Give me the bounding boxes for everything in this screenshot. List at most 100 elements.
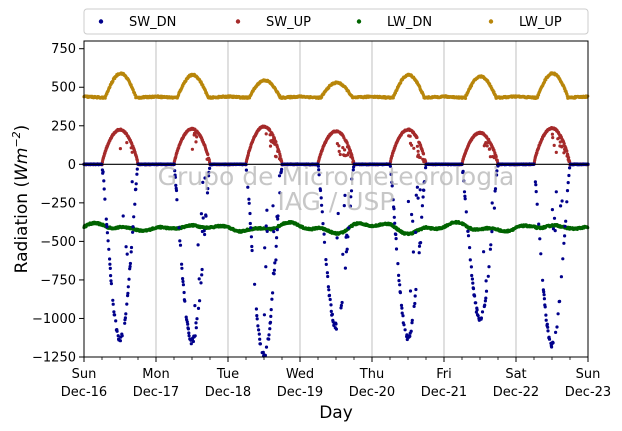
sw-dn-marker	[268, 320, 273, 324]
sw-dn-marker	[124, 312, 128, 316]
sw-dn-marker	[322, 232, 326, 236]
sw-dn-marker	[397, 273, 401, 277]
sw-up-marker	[274, 140, 278, 144]
sw-dn-marker	[545, 322, 549, 326]
sw-dn-marker	[250, 244, 254, 249]
sw-dn-marker	[199, 212, 203, 216]
sw-dn-marker	[200, 267, 204, 272]
sw-dn-marker	[275, 236, 279, 240]
x-tick-day-label: Sun	[72, 367, 97, 382]
sw-dn-marker	[112, 310, 116, 314]
sw-dn-marker	[568, 166, 572, 170]
sw-dn-marker	[410, 321, 414, 325]
sw-dn-marker	[244, 168, 248, 172]
sw-dn-marker	[397, 279, 401, 283]
sw-up-marker	[418, 155, 422, 160]
sw-dn-marker	[105, 225, 109, 229]
sw-dn-marker	[463, 194, 467, 198]
legend-label: LW_DN	[387, 15, 432, 30]
sw-up-marker	[337, 144, 341, 148]
sw-dn-marker	[276, 217, 280, 221]
sw-dn-marker	[269, 314, 273, 318]
sw-dn-marker	[328, 297, 332, 302]
legend: SW_DN SW_UP LW_DN LW_UP	[83, 8, 589, 35]
sw-dn-marker	[111, 298, 115, 302]
sw-dn-marker	[565, 189, 570, 193]
sw-dn-marker	[186, 322, 190, 326]
sw-dn-marker	[181, 283, 185, 287]
sw-dn-marker	[470, 277, 474, 281]
sw-dn-marker	[247, 197, 251, 201]
x-tick-date-label: Dec-16	[61, 385, 107, 400]
sw-up-marker	[207, 158, 211, 162]
sw-up-marker	[195, 135, 199, 139]
y-tick-label: −500	[40, 235, 76, 250]
sw-dn-marker	[394, 237, 398, 241]
sw-dn-marker	[544, 318, 548, 322]
sw-dn-marker	[246, 185, 250, 189]
sw-dn-marker	[271, 291, 275, 295]
sw-dn-marker	[475, 308, 479, 312]
sw-up-marker	[271, 133, 275, 137]
sw-dn-marker	[564, 219, 568, 223]
sw-dn-marker	[272, 272, 276, 276]
sw-dn-marker	[203, 176, 207, 180]
sw-dn-marker	[326, 285, 330, 289]
sw-dn-marker	[207, 170, 211, 174]
sw-dn-marker	[123, 321, 127, 325]
sw-dn-marker	[255, 317, 259, 321]
sw-dn-marker	[206, 187, 210, 191]
sw-dn-marker	[126, 291, 130, 295]
sw-dn-marker	[249, 226, 253, 230]
sw-dn-marker	[174, 183, 178, 187]
sw-dn-marker	[464, 210, 468, 214]
sw-up-marker	[558, 140, 562, 144]
sw-dn-marker	[174, 188, 179, 193]
sw-dn-marker	[116, 334, 120, 338]
sw-dn-marker	[547, 337, 552, 341]
x-tick-day-label: Wed	[286, 367, 314, 382]
sw-dn-marker	[264, 265, 268, 269]
sw-up-marker	[550, 132, 555, 136]
sw-dn-marker	[193, 304, 197, 308]
sw-up-marker	[125, 141, 129, 145]
sw-dn-marker	[128, 261, 132, 266]
sw-dn-marker	[400, 311, 404, 315]
lw-up-marker	[391, 96, 395, 100]
x-tick-date-label: Dec-19	[277, 385, 323, 400]
y-axis-title-suffix: )	[12, 125, 32, 132]
sw-dn-marker	[109, 279, 113, 283]
legend-label: SW_DN	[129, 15, 176, 30]
sw-dn-marker	[120, 334, 124, 338]
sw-dn-marker	[103, 197, 107, 201]
sw-dn-marker	[278, 191, 282, 195]
sw-dn-marker	[398, 291, 402, 295]
sw-dn-marker	[129, 250, 133, 254]
sw-dn-marker	[558, 299, 562, 303]
x-tick-day-label: Fri	[436, 367, 452, 382]
sw-dn-marker	[130, 180, 134, 184]
sw-dn-marker	[334, 322, 338, 326]
sw-up-marker	[135, 158, 139, 162]
sw-dn-marker	[411, 250, 415, 254]
sw-dn-marker	[271, 204, 275, 208]
sw-up-marker	[338, 152, 342, 157]
sw-dn-marker	[258, 342, 262, 346]
sw-dn-marker	[414, 193, 418, 197]
sw-dn-marker	[483, 303, 487, 307]
sw-dn-marker	[207, 174, 211, 178]
sw-dn-marker	[392, 215, 396, 219]
sw-dn-marker	[254, 307, 258, 311]
sw-dn-marker	[414, 287, 418, 292]
sw-dn-marker	[317, 168, 321, 172]
x-tick-day-label: Thu	[359, 367, 384, 382]
sw-dn-marker	[390, 184, 394, 188]
sw-dn-marker	[394, 232, 398, 237]
sw-dn-marker	[463, 197, 467, 201]
sw-dn-marker	[270, 297, 274, 301]
sw-up-marker	[412, 146, 416, 150]
sw-dn-marker	[322, 240, 327, 244]
sw-dn-marker	[534, 183, 538, 187]
sw-dn-marker	[256, 324, 260, 328]
sw-dn-marker	[479, 316, 483, 320]
